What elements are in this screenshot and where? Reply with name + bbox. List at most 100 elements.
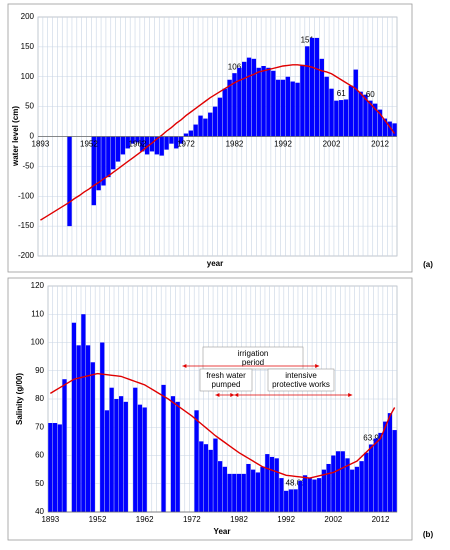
bar — [305, 46, 310, 137]
annotation-box — [199, 368, 253, 392]
y-axis-title: water level (cm) — [11, 106, 20, 167]
y-axis-title: Salinity (g/00) — [15, 373, 24, 425]
panel-label: (b) — [423, 530, 434, 539]
bar — [372, 103, 378, 137]
y-tick-label: 80 — [35, 394, 44, 403]
x-tick-label: 1893 — [41, 515, 59, 524]
bar — [350, 469, 355, 512]
x-tick-label: 1952 — [89, 515, 107, 524]
y-tick-label: 90 — [35, 366, 44, 375]
bar — [241, 473, 246, 512]
bar — [62, 379, 67, 512]
bar — [236, 473, 242, 512]
bar — [387, 413, 393, 512]
bar — [373, 438, 378, 512]
bar — [67, 136, 72, 227]
bar — [81, 314, 86, 512]
x-tick-label: 1962 — [129, 140, 147, 149]
bar — [353, 69, 358, 137]
annotation: irrigation period — [238, 349, 269, 367]
bar — [144, 136, 150, 155]
bar — [392, 430, 397, 512]
bar — [363, 94, 368, 137]
bar — [340, 451, 345, 512]
bar — [232, 73, 237, 137]
bar — [154, 136, 160, 155]
bar — [378, 432, 383, 512]
bar — [178, 136, 184, 144]
data-label: 60 — [366, 90, 375, 99]
trend-line — [40, 64, 396, 221]
bar — [358, 91, 363, 137]
bar — [335, 451, 341, 512]
y-tick-label: 110 — [31, 309, 44, 318]
bar — [295, 82, 300, 137]
data-label: 61 — [337, 89, 346, 98]
x-tick-label: 1992 — [274, 140, 292, 149]
y-tick-label: 100 — [21, 72, 35, 81]
bar — [348, 85, 354, 137]
bar — [387, 121, 392, 137]
bar — [392, 123, 397, 137]
y-tick-label: 40 — [35, 507, 44, 516]
bar — [266, 67, 271, 137]
bar — [183, 133, 189, 137]
y-tick-label: 0 — [30, 132, 35, 141]
bar — [208, 449, 213, 512]
bar — [76, 345, 81, 512]
bar — [331, 455, 336, 512]
bar — [218, 461, 223, 512]
bar — [298, 480, 303, 512]
arrow-head — [215, 393, 235, 397]
y-tick-label: 70 — [35, 422, 44, 431]
bar — [364, 452, 369, 512]
bar — [222, 466, 227, 512]
x-axis-title: Year — [214, 527, 231, 536]
bar — [52, 423, 58, 512]
annotation: intensive protective works — [272, 371, 330, 389]
bar — [314, 37, 320, 137]
x-tick-label: 2002 — [324, 515, 342, 524]
bar — [90, 362, 95, 512]
y-tick-label: 50 — [25, 102, 34, 111]
x-tick-label: 2012 — [372, 515, 390, 524]
bar — [271, 70, 276, 137]
y-tick-label: 200 — [21, 12, 35, 21]
bar — [359, 461, 364, 512]
x-tick-label: 1962 — [136, 515, 154, 524]
bar — [130, 136, 135, 144]
bar — [383, 421, 388, 512]
bar — [198, 115, 203, 137]
bar — [135, 136, 140, 143]
x-tick-label: 2012 — [371, 140, 389, 149]
bar — [123, 401, 128, 512]
bar — [114, 399, 119, 512]
bar — [300, 64, 305, 137]
bar — [140, 136, 145, 152]
bar — [279, 478, 284, 512]
bar — [329, 88, 334, 137]
bar — [377, 109, 383, 137]
y-tick-label: -150 — [18, 221, 35, 230]
bar — [118, 396, 124, 512]
bar — [125, 136, 130, 149]
bar — [213, 438, 218, 512]
bar — [212, 106, 218, 137]
bar — [280, 79, 286, 137]
bar — [345, 458, 350, 512]
bar — [96, 136, 101, 191]
bar — [319, 58, 324, 137]
bar — [57, 424, 62, 512]
bar — [217, 97, 223, 137]
bar — [164, 136, 169, 150]
bar — [343, 99, 349, 137]
x-axis-title: year — [207, 259, 223, 268]
bar — [265, 454, 270, 512]
bar — [368, 100, 373, 137]
bar — [149, 136, 155, 152]
bar — [293, 489, 298, 512]
bar — [274, 458, 279, 512]
annotation: fresh water pumped — [206, 371, 246, 389]
bar — [246, 57, 252, 137]
bar — [227, 79, 232, 137]
